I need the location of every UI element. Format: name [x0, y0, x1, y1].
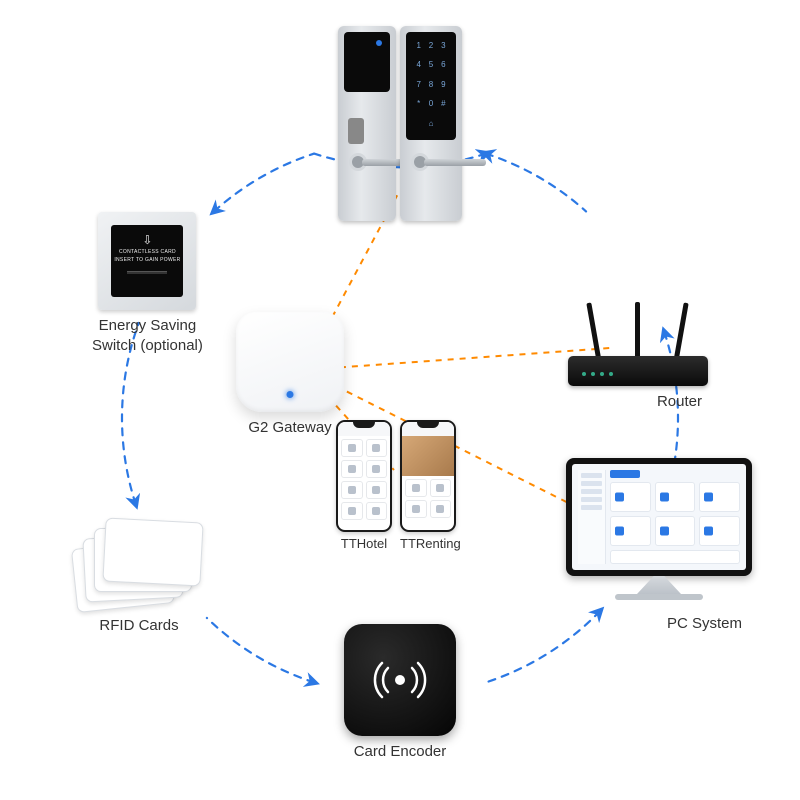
node-router: Router [568, 296, 708, 412]
node-gateway: G2 Gateway [236, 312, 344, 438]
node-rfid-cards: RFID Cards [74, 520, 204, 636]
node-pc-system: PC System [564, 458, 754, 634]
energy-switch-icon: ⇩ CONTACTLESS CARD INSERT TO GAIN POWER [98, 212, 196, 310]
energy-switch-label: Energy Saving Switch (optional) [92, 316, 203, 355]
gateway-icon [236, 312, 344, 412]
system-diagram: 123 456 789 *0# ⌂ ⇩ CONTACTLESS CARD INS… [0, 0, 800, 800]
router-label: Router [657, 392, 702, 412]
rfid-cards-icon [74, 520, 204, 610]
encoder-label: Card Encoder [354, 742, 447, 762]
node-energy-switch: ⇩ CONTACTLESS CARD INSERT TO GAIN POWER … [92, 212, 203, 355]
node-smart-lock: 123 456 789 *0# ⌂ [310, 26, 490, 221]
pc-icon [564, 458, 754, 608]
router-icon [568, 296, 708, 386]
phone-apps-icon: TTHotel TTRenting [336, 420, 461, 551]
node-phone-apps: TTHotel TTRenting [336, 420, 461, 551]
phone1-label: TTHotel [336, 536, 392, 551]
pc-label: PC System [667, 614, 742, 634]
card-encoder-icon [344, 624, 456, 736]
smart-lock-icon: 123 456 789 *0# ⌂ [310, 26, 490, 221]
node-card-encoder: Card Encoder [344, 624, 456, 762]
gateway-label: G2 Gateway [248, 418, 331, 438]
phone2-label: TTRenting [400, 536, 461, 551]
rfid-label: RFID Cards [99, 616, 178, 636]
